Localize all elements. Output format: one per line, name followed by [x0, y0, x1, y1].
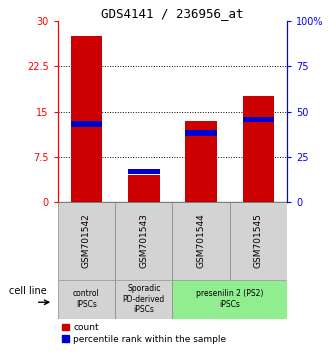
Bar [230, 202, 287, 280]
Text: GSM701543: GSM701543 [139, 213, 148, 268]
Bar [115, 202, 172, 280]
Text: control
IPSCs: control IPSCs [73, 290, 100, 309]
Bar [115, 280, 172, 319]
Text: cell line: cell line [9, 286, 47, 296]
Text: Sporadic
PD-derived
iPSCs: Sporadic PD-derived iPSCs [123, 284, 165, 314]
Bar [243, 97, 274, 202]
Bar [128, 175, 159, 202]
Bar [243, 117, 274, 122]
Bar [71, 36, 102, 202]
Bar [172, 280, 287, 319]
Title: GDS4141 / 236956_at: GDS4141 / 236956_at [101, 7, 244, 20]
Bar [71, 121, 102, 127]
Bar [185, 120, 217, 202]
Bar [172, 202, 230, 280]
Bar [128, 169, 159, 174]
Bar [58, 202, 115, 280]
Text: GSM701544: GSM701544 [197, 213, 206, 268]
Text: GSM701542: GSM701542 [82, 213, 91, 268]
Bar [58, 280, 115, 319]
Text: presenilin 2 (PS2)
iPSCs: presenilin 2 (PS2) iPSCs [196, 290, 263, 309]
Text: GSM701545: GSM701545 [254, 213, 263, 268]
Bar [185, 130, 217, 136]
Legend: count, percentile rank within the sample: count, percentile rank within the sample [62, 323, 226, 344]
